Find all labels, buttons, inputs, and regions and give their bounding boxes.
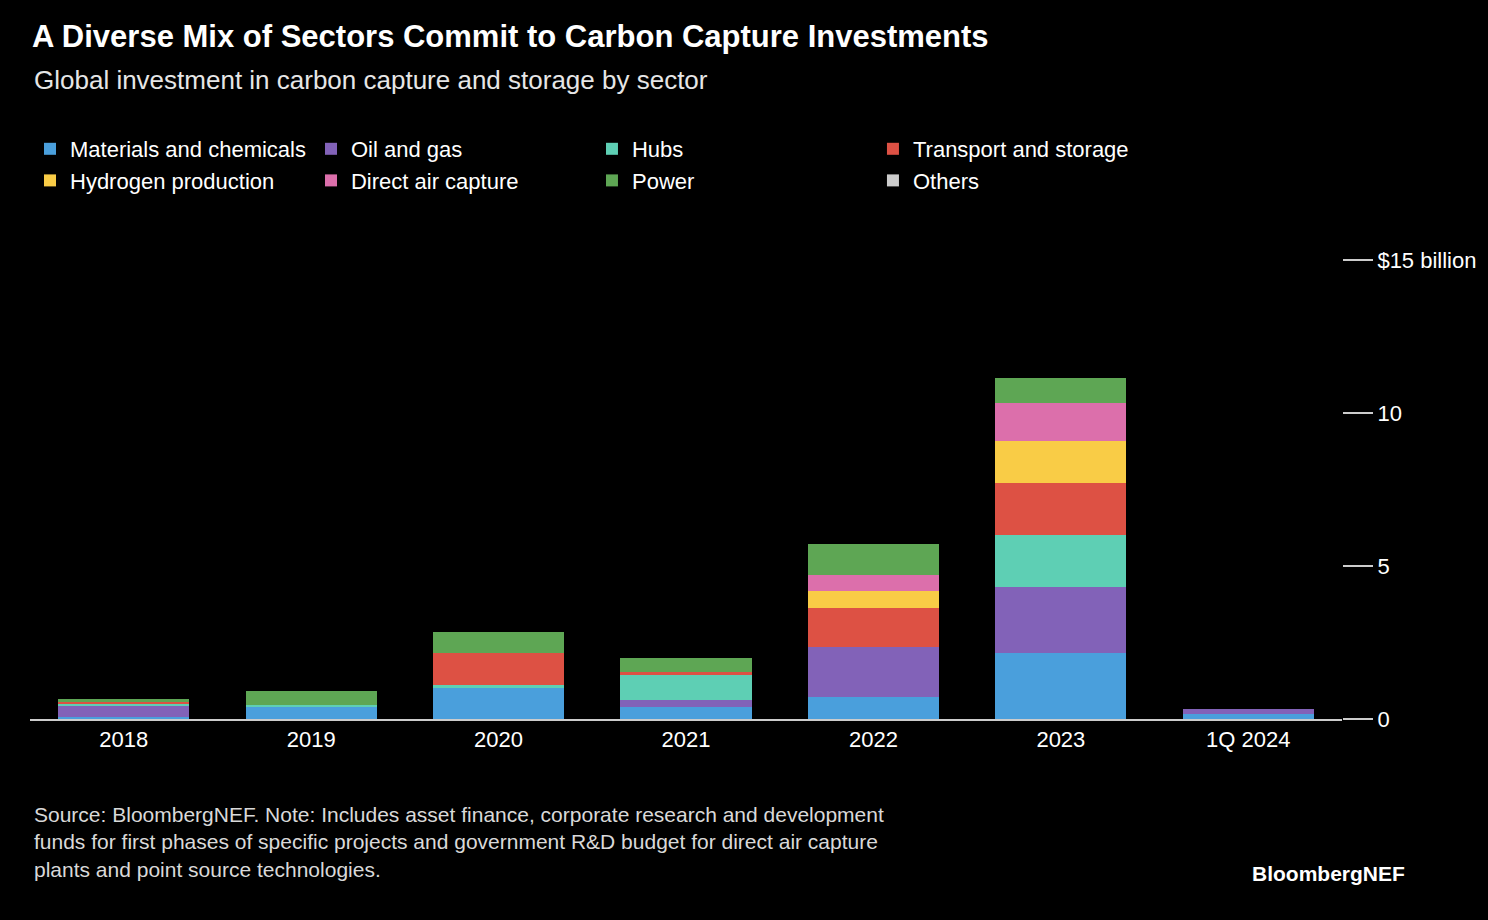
svg-text:Transport and storage: Transport and storage: [913, 137, 1129, 162]
svg-text:2022: 2022: [849, 727, 898, 752]
svg-text:Others: Others: [913, 169, 979, 194]
svg-text:2018: 2018: [99, 727, 148, 752]
svg-text:Hubs: Hubs: [632, 137, 683, 162]
svg-text:Source: BloombergNEF. Note: In: Source: BloombergNEF. Note: Includes ass…: [34, 803, 884, 881]
svg-text:Materials and chemicals: Materials and chemicals: [70, 137, 306, 162]
svg-text:5: 5: [1377, 554, 1389, 579]
svg-text:A Diverse Mix of Sectors Commi: A Diverse Mix of Sectors Commit to Carbo…: [32, 19, 989, 54]
svg-text:0: 0: [1377, 707, 1389, 732]
svg-text:Hydrogen production: Hydrogen production: [70, 169, 274, 194]
svg-text:Global investment in carbon ca: Global investment in carbon capture and …: [34, 65, 708, 95]
svg-text:Oil and gas: Oil and gas: [351, 137, 462, 162]
svg-text:Direct air capture: Direct air capture: [351, 169, 519, 194]
svg-text:BloombergNEF: BloombergNEF: [1252, 862, 1405, 885]
svg-text:2020: 2020: [474, 727, 523, 752]
svg-text:2023: 2023: [1036, 727, 1085, 752]
svg-text:2019: 2019: [287, 727, 336, 752]
svg-text:Power: Power: [632, 169, 694, 194]
svg-text:$15 billion: $15 billion: [1377, 248, 1476, 273]
svg-text:10: 10: [1377, 401, 1401, 426]
svg-text:1Q 2024: 1Q 2024: [1206, 727, 1290, 752]
svg-text:2021: 2021: [662, 727, 711, 752]
